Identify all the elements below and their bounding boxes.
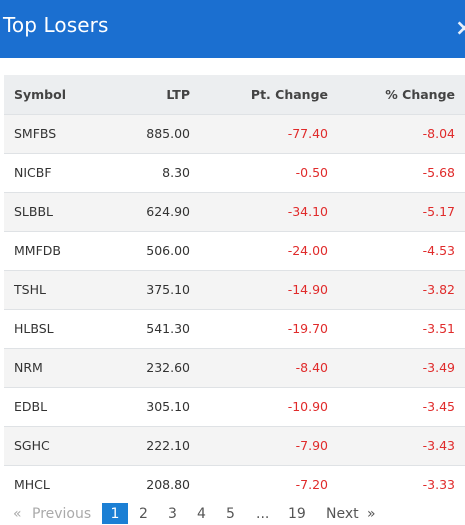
pct-change-cell: -3.33 xyxy=(422,476,455,492)
page-2-button[interactable]: 2 xyxy=(139,506,148,522)
table-row: SLBBL 624.90 -34.10 -5.17 xyxy=(4,192,465,231)
pct-change-cell: -3.45 xyxy=(422,399,455,414)
last-page-icon[interactable]: » xyxy=(367,506,376,522)
ltp-cell: 8.30 xyxy=(162,165,190,180)
symbol-link[interactable]: MHCL xyxy=(14,476,50,492)
pt-change-cell: -7.90 xyxy=(295,438,328,453)
column-header-pt-change[interactable]: Pt. Change xyxy=(250,86,328,102)
page-4-button[interactable]: 4 xyxy=(197,506,206,522)
table-row: EDBL 305.10 -10.90 -3.45 xyxy=(4,387,465,426)
pct-change-cell: -3.49 xyxy=(422,360,455,375)
next-page-button[interactable]: Next xyxy=(326,506,359,522)
pct-change-cell: -8.04 xyxy=(422,126,455,141)
first-page-icon[interactable]: « xyxy=(13,506,22,522)
ltp-cell: 541.30 xyxy=(146,321,190,336)
column-header-pct-change[interactable]: % Change xyxy=(385,86,455,102)
pct-change-cell: -3.82 xyxy=(422,282,455,297)
page-3-button[interactable]: 3 xyxy=(168,506,177,522)
table-row: MHCL 208.80 -7.20 -3.33 xyxy=(4,465,465,504)
pct-change-cell: -4.53 xyxy=(422,243,455,258)
table-row: NRM 232.60 -8.40 -3.49 xyxy=(4,348,465,387)
column-header-ltp[interactable]: LTP xyxy=(166,86,190,102)
pt-change-cell: -77.40 xyxy=(287,126,328,141)
pct-change-cell: -5.68 xyxy=(422,165,455,180)
pagination: « Previous 1 2 3 4 5 ... 19 Next » xyxy=(0,503,465,524)
table-row: NICBF 8.30 -0.50 -5.68 xyxy=(4,153,465,192)
table-row: HLBSL 541.30 -19.70 -3.51 xyxy=(4,309,465,348)
modal-title: Top Losers xyxy=(3,13,109,37)
ltp-cell: 305.10 xyxy=(146,399,190,414)
symbol-link[interactable]: HLBSL xyxy=(14,321,54,336)
column-header-symbol[interactable]: Symbol xyxy=(14,86,66,102)
ltp-cell: 506.00 xyxy=(146,243,190,258)
page-5-button[interactable]: 5 xyxy=(226,506,235,522)
pct-change-cell: -5.17 xyxy=(422,204,455,219)
page-19-button[interactable]: 19 xyxy=(288,506,306,522)
table-row: TSHL 375.10 -14.90 -3.82 xyxy=(4,270,465,309)
pt-change-cell: -8.40 xyxy=(295,360,328,375)
symbol-link[interactable]: TSHL xyxy=(14,282,46,297)
ltp-cell: 375.10 xyxy=(146,282,190,297)
pct-change-cell: -3.51 xyxy=(422,321,455,336)
pt-change-cell: -24.00 xyxy=(287,243,328,258)
ltp-cell: 624.90 xyxy=(146,204,190,219)
symbol-link[interactable]: SGHC xyxy=(14,438,50,453)
table-row: SMFBS 885.00 -77.40 -8.04 xyxy=(4,114,465,153)
close-icon[interactable]: × xyxy=(455,16,465,41)
symbol-link[interactable]: NRM xyxy=(14,360,43,375)
pagination-ellipsis: ... xyxy=(256,506,270,522)
pt-change-cell: -14.90 xyxy=(287,282,328,297)
symbol-link[interactable]: SMFBS xyxy=(14,126,57,141)
ltp-cell: 208.80 xyxy=(146,476,190,492)
ltp-cell: 232.60 xyxy=(146,360,190,375)
ltp-cell: 222.10 xyxy=(146,438,190,453)
pct-change-cell: -3.43 xyxy=(422,438,455,453)
symbol-link[interactable]: EDBL xyxy=(14,399,48,414)
table-row: MMFDB 506.00 -24.00 -4.53 xyxy=(4,231,465,270)
modal-header: Top Losers × xyxy=(0,0,465,58)
pt-change-cell: -34.10 xyxy=(287,204,328,219)
table-header-row: Symbol LTP Pt. Change % Change xyxy=(4,75,465,114)
pt-change-cell: -19.70 xyxy=(287,321,328,336)
previous-page-button[interactable]: Previous xyxy=(32,506,92,522)
pt-change-cell: -0.50 xyxy=(295,165,328,180)
symbol-link[interactable]: MMFDB xyxy=(14,243,61,258)
pt-change-cell: -7.20 xyxy=(295,476,328,492)
ltp-cell: 885.00 xyxy=(146,126,190,141)
top-losers-table: Symbol LTP Pt. Change % Change SMFBS 885… xyxy=(4,75,465,504)
table-row: SGHC 222.10 -7.90 -3.43 xyxy=(4,426,465,465)
symbol-link[interactable]: NICBF xyxy=(14,165,52,180)
pt-change-cell: -10.90 xyxy=(287,399,328,414)
symbol-link[interactable]: SLBBL xyxy=(14,204,54,219)
page-1-button[interactable]: 1 xyxy=(102,503,128,524)
